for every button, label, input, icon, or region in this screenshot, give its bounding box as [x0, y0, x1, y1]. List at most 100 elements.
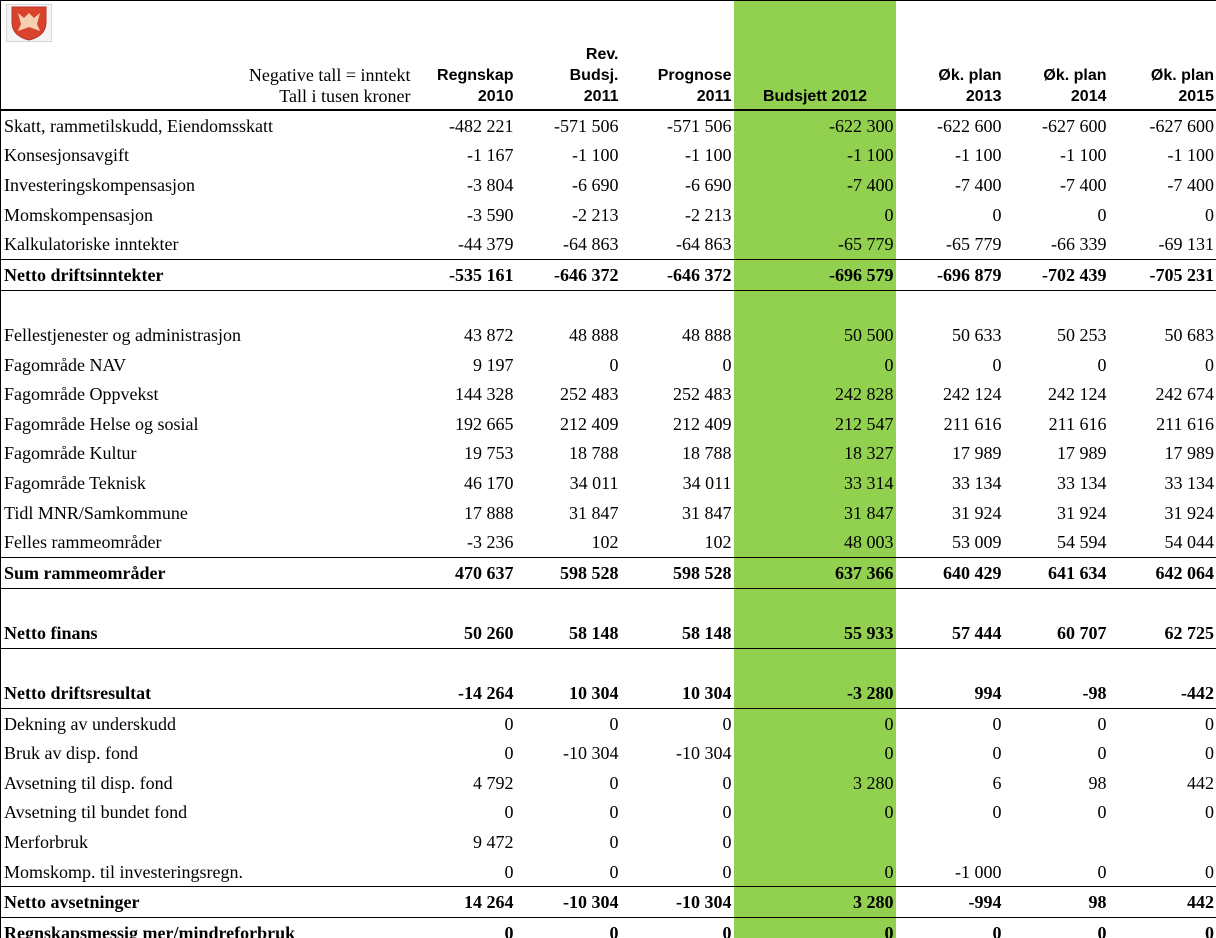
cell: 102 [591, 532, 619, 553]
cell: 60 707 [1003, 618, 1109, 649]
cell: 0 [733, 349, 896, 380]
spacer-cell [0, 588, 413, 619]
cell: 0 [504, 861, 514, 882]
data-row: Netto driftsresultat -14 264 10 304 10 304-… [0, 678, 1216, 709]
spacer-cell [621, 588, 734, 618]
cell: 98 [1003, 886, 1109, 919]
cell: 31 924 [952, 502, 1002, 523]
cell: 14 264 [412, 886, 516, 919]
cell: 57 444 [895, 618, 1004, 649]
cell: 0 [1003, 917, 1109, 938]
data-row: Merforbruk 9 472 0 0 [0, 827, 1216, 857]
cell: -44 379 [458, 234, 514, 255]
spacer-cell [413, 588, 516, 618]
cell: -1 100 [1060, 145, 1107, 166]
cell: -1 000 [955, 861, 1002, 882]
cell: -6 690 [685, 174, 732, 195]
column-header-line: Øk. plan [938, 67, 1002, 84]
cell: -10 304 [563, 743, 619, 764]
row-label: Netto finans [0, 618, 413, 649]
cell: 0 [733, 856, 896, 887]
cell: -10 304 [515, 886, 621, 919]
cell: -7 400 [1108, 170, 1216, 200]
spacer-cell [0, 648, 413, 679]
column-header-line: Øk. plan [1150, 67, 1214, 84]
cell: -69 131 [1108, 229, 1216, 260]
cell: 144 328 [455, 384, 514, 405]
cell: 50 683 [1108, 320, 1216, 350]
column-header-line: 2014 [1070, 88, 1107, 105]
spacer-cell [1004, 290, 1109, 320]
row-label: Netto avsetninger [0, 886, 413, 919]
column-header: Øk. plan 2015 [1108, 0, 1216, 111]
cell: -2 213 [685, 204, 732, 225]
row-label: Fagområde NAV [0, 349, 413, 380]
cell: -1 100 [1108, 140, 1216, 171]
cell: 19 753 [464, 443, 514, 464]
column-header-line: 2015 [1178, 88, 1214, 105]
cell: 62 725 [1108, 618, 1216, 649]
cell: 0 [504, 743, 514, 764]
data-row: Momskomp. til investeringsregn. 0 0 0 0 -1 00… [0, 856, 1216, 887]
cell: -702 439 [1003, 258, 1109, 291]
cell: -64 863 [676, 234, 732, 255]
spacer-row [0, 588, 1216, 619]
cell: 0 [504, 802, 514, 823]
cell: -627 600 [1042, 115, 1107, 136]
cell: 54 044 [1108, 527, 1216, 558]
cell: 0 [1097, 204, 1107, 225]
cell: -98 [1003, 678, 1109, 709]
row-label: Fagområde Kultur [0, 438, 413, 469]
spacer-cell [621, 648, 734, 678]
cell: 9 197 [473, 354, 514, 375]
column-header: Budsjett 2012 [733, 0, 896, 111]
row-label: Bruk av disp. fond [0, 738, 413, 769]
data-row: Avsetning til bundet fond 0 0 0 0 0 0 0 [0, 797, 1216, 828]
row-label: Avsetning til disp. fond [0, 768, 413, 798]
column-header: Prognose 2011 [620, 0, 734, 111]
cell: -705 231 [1108, 258, 1216, 291]
cell: 642 064 [1108, 556, 1216, 589]
cell: 0 [992, 802, 1002, 823]
cell: -6 690 [572, 174, 619, 195]
spacer-cell [516, 648, 621, 678]
data-row: Regnskapsmessig mer/mindreforbruk 0 0 0 0 0 0 0 [0, 917, 1216, 938]
cell: 242 674 [1108, 379, 1216, 409]
cell: 0 [609, 772, 619, 793]
row-label: Merforbruk [0, 827, 413, 857]
cell: 211 616 [1048, 413, 1107, 434]
column-header-line: 2013 [965, 88, 1002, 105]
cell: 0 [1108, 349, 1216, 380]
data-row: Investeringskompensasjon -3 804 -6 690 -6 6… [0, 170, 1216, 200]
cell: 31 924 [1057, 502, 1107, 523]
data-row: Tidl MNR/Samkommune 17 888 31 847 31 847 31 … [0, 497, 1216, 528]
row-label: Sum rammeområder [0, 556, 413, 589]
row-label: Netto driftsinntekter [0, 258, 413, 291]
cell: 17 888 [464, 502, 514, 523]
data-row: Fellestjenester og administrasjon 43 872 4… [0, 320, 1216, 350]
cell: 211 616 [943, 413, 1002, 434]
cell: 4 792 [473, 772, 514, 793]
cell: 34 011 [569, 472, 619, 493]
data-row: Avsetning til disp. fond 4 792 0 0 3 280 6 98 4… [0, 768, 1216, 798]
cell: 0 [1108, 856, 1216, 887]
cell: 0 [1097, 861, 1107, 882]
cell: 48 003 [733, 527, 896, 558]
spacer-cell [733, 290, 896, 321]
cell: 0 [1097, 802, 1107, 823]
cell: 212 547 [733, 408, 896, 439]
row-label: Dekning av underskudd [0, 708, 413, 739]
cell: -1 100 [572, 145, 619, 166]
cell: -442 [1108, 678, 1216, 709]
cell: 212 409 [673, 413, 732, 434]
row-label: Momskomp. til investeringsregn. [0, 856, 413, 887]
column-header-line: Regnskap [437, 67, 514, 84]
cell: -1 100 [955, 145, 1002, 166]
cell: 0 [609, 832, 619, 853]
spacer-cell [1108, 290, 1216, 321]
cell: 0 [620, 917, 734, 938]
cell: 0 [609, 713, 619, 734]
cell: -646 372 [620, 258, 734, 291]
cell: 55 933 [733, 618, 896, 649]
row-label: Skatt, rammetilskudd, Eiendomsskatt [0, 110, 413, 141]
